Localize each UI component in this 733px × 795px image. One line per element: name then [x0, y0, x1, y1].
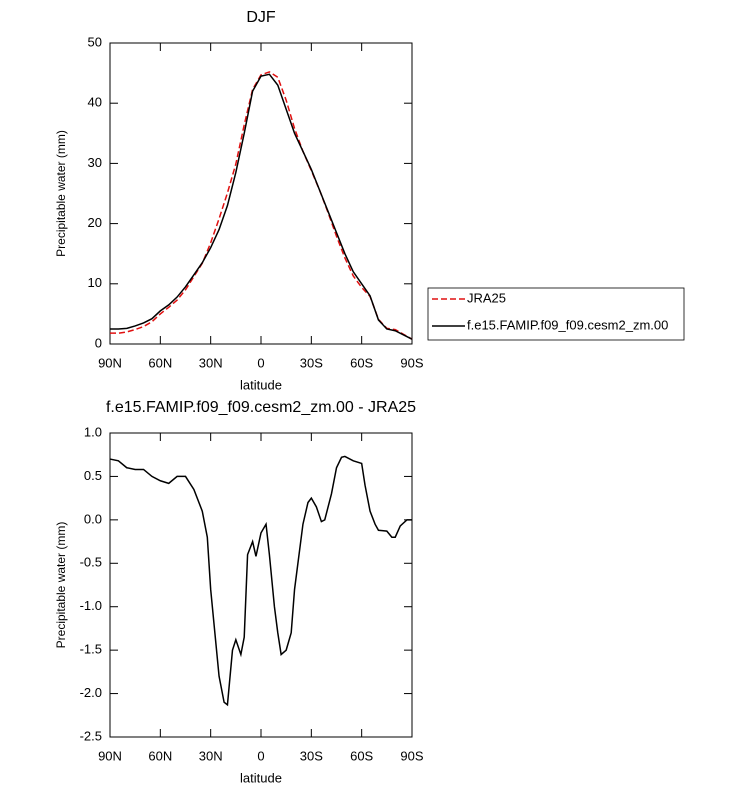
x-tick-label: 0 — [257, 355, 264, 370]
x-axis-label: latitude — [240, 770, 282, 785]
x-tick-label: 30N — [199, 355, 223, 370]
y-tick-label: 40 — [88, 95, 102, 110]
plot-frame — [109, 432, 413, 738]
y-tick-label: 1.0 — [84, 424, 102, 439]
chart-title: f.e15.FAMIP.f09_f09.cesm2_zm.00 - JRA25 — [106, 399, 416, 416]
data-line — [109, 455, 412, 707]
x-tick-label: 30S — [300, 748, 323, 763]
x-tick-label: 60N — [148, 748, 172, 763]
y-tick-label: 20 — [88, 215, 102, 230]
y-tick-label: 0 — [95, 335, 102, 350]
x-tick-label: 90N — [98, 748, 122, 763]
legend-label: f.e15.FAMIP.f09_f09.cesm2_zm.00 — [467, 317, 668, 332]
x-tick-label: 90S — [400, 355, 423, 370]
chart-title: DJF — [246, 9, 276, 26]
x-tick-label: 0 — [257, 748, 264, 763]
data-line — [110, 73, 413, 340]
y-tick-label: 10 — [88, 275, 102, 290]
x-axis-label: latitude — [240, 377, 282, 392]
x-tick-label: 60S — [350, 748, 373, 763]
y-tick-label: -0.5 — [80, 555, 102, 570]
y-tick-label: 0.0 — [84, 511, 102, 526]
y-tick-label: -2.5 — [80, 728, 102, 743]
x-tick-label: 90S — [400, 748, 423, 763]
y-tick-label: -1.0 — [80, 598, 102, 613]
y-tick-label: -2.0 — [80, 685, 102, 700]
y-tick-label: -1.5 — [80, 642, 102, 657]
y-tick-label: 30 — [88, 155, 102, 170]
x-tick-label: 30N — [199, 748, 223, 763]
y-tick-label: 0.5 — [84, 468, 102, 483]
y-axis-label: Precipitable water (mm) — [54, 522, 68, 649]
x-tick-label: 30S — [300, 355, 323, 370]
x-tick-label: 90N — [98, 355, 122, 370]
y-tick-label: 50 — [88, 34, 102, 49]
x-tick-label: 60N — [148, 355, 172, 370]
plot-frame — [109, 42, 413, 345]
y-axis-label: Precipitable water (mm) — [54, 130, 68, 257]
data-line — [110, 71, 413, 340]
legend-label: JRA25 — [467, 290, 506, 305]
x-tick-label: 60S — [350, 355, 373, 370]
legend-box — [427, 287, 685, 341]
